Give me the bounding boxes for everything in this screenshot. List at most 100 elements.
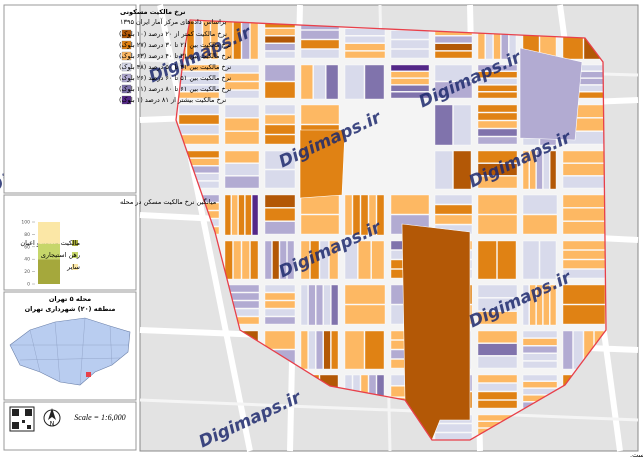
chart-legend-swatch xyxy=(72,264,78,270)
parcel xyxy=(358,240,371,280)
parcel xyxy=(287,240,295,280)
parcel xyxy=(522,338,558,346)
parcel xyxy=(477,128,518,137)
parcel xyxy=(477,383,518,392)
legend-label: نرخ مالکیت بین ۳۱ تا ۴۰ درصد (۶۳ بلوک) xyxy=(119,52,231,60)
parcel xyxy=(299,129,346,199)
parcel xyxy=(390,30,430,40)
parcel xyxy=(522,374,558,382)
parcel xyxy=(477,176,518,189)
parcel xyxy=(238,194,245,236)
parcel xyxy=(300,30,340,40)
parcel xyxy=(300,194,340,215)
y-tick-label: 80 xyxy=(24,232,30,238)
parcel xyxy=(344,36,386,44)
locator-subtitle: منطقه (۲۰) شهرداری تهران xyxy=(25,305,116,313)
parcel xyxy=(264,134,296,145)
parcel xyxy=(562,208,606,221)
parcel xyxy=(319,240,329,280)
parcel xyxy=(264,330,296,350)
parcel xyxy=(224,150,260,163)
parcel xyxy=(376,194,385,236)
chart-legend-label: رهن استیجاری xyxy=(41,251,80,259)
parcel xyxy=(300,214,340,235)
parcel xyxy=(550,150,557,190)
parcel xyxy=(522,381,558,388)
parcel xyxy=(522,284,530,326)
parcel xyxy=(344,43,386,51)
parcel xyxy=(550,284,557,326)
parcel xyxy=(477,214,518,235)
chart-box xyxy=(3,194,137,291)
parcel xyxy=(434,43,473,51)
bar-segment xyxy=(38,259,60,284)
parcel xyxy=(477,400,518,409)
scale-text: Scale = 1:6,000 xyxy=(74,413,125,422)
svg-text:N: N xyxy=(50,421,55,428)
parcel xyxy=(539,240,557,280)
parcel xyxy=(224,240,233,280)
parcel xyxy=(434,36,473,44)
parcel xyxy=(497,240,517,280)
parcel xyxy=(562,163,606,176)
parcel xyxy=(536,150,543,190)
parcel xyxy=(543,284,550,326)
parcel xyxy=(308,330,316,370)
parcel xyxy=(519,47,583,141)
parcel xyxy=(251,194,259,236)
parcel xyxy=(352,194,361,236)
parcel xyxy=(264,36,296,44)
parcel xyxy=(224,118,260,131)
parcel xyxy=(477,240,497,280)
y-tick-label: 20 xyxy=(24,269,30,275)
parcel xyxy=(434,64,473,82)
legend-swatch xyxy=(121,84,132,94)
parcel xyxy=(264,64,296,82)
parcel xyxy=(477,343,518,356)
bar-segment xyxy=(38,222,60,244)
parcel xyxy=(178,134,220,145)
parcel xyxy=(477,311,518,325)
parcel xyxy=(331,284,339,326)
parcel xyxy=(344,284,386,305)
parcel xyxy=(390,85,430,92)
parcel xyxy=(316,284,324,326)
parcel xyxy=(390,78,430,85)
legend-label: نرخ مالکیت بیشتر از ۸۱ درصد (۱ بلوک) xyxy=(119,96,226,104)
parcel xyxy=(562,194,606,208)
parcel xyxy=(529,150,536,190)
chart-legend-label: سایر xyxy=(66,263,80,271)
legend-box xyxy=(3,4,137,194)
parcel xyxy=(308,284,316,326)
parcel xyxy=(264,51,296,59)
parcel xyxy=(477,330,518,343)
parcel xyxy=(477,150,518,163)
parcel xyxy=(371,240,385,280)
parcel xyxy=(390,71,430,78)
parcel xyxy=(344,304,386,325)
parcel xyxy=(477,194,518,215)
parcel xyxy=(477,104,518,113)
parcel xyxy=(434,194,473,205)
parcel xyxy=(390,194,430,215)
y-tick-label: 40 xyxy=(24,257,30,263)
parcel xyxy=(241,240,250,280)
parcel xyxy=(434,204,473,215)
parcel xyxy=(390,39,430,49)
parcel xyxy=(477,163,518,176)
parcel xyxy=(529,284,536,326)
parcel xyxy=(300,240,310,280)
parcel xyxy=(562,250,606,260)
parcel xyxy=(279,240,287,280)
parcel xyxy=(316,330,324,370)
parcel xyxy=(401,223,471,440)
parcel xyxy=(264,316,296,325)
bar-segment xyxy=(38,243,60,260)
parcel xyxy=(250,240,259,280)
parcel xyxy=(344,240,358,280)
parcel xyxy=(434,104,453,146)
parcel xyxy=(264,104,296,115)
parcel xyxy=(344,28,386,36)
legend-label: نرخ مالکیت کمتر از ۲۰ درصد (۱۰ بلوک) xyxy=(119,30,227,38)
